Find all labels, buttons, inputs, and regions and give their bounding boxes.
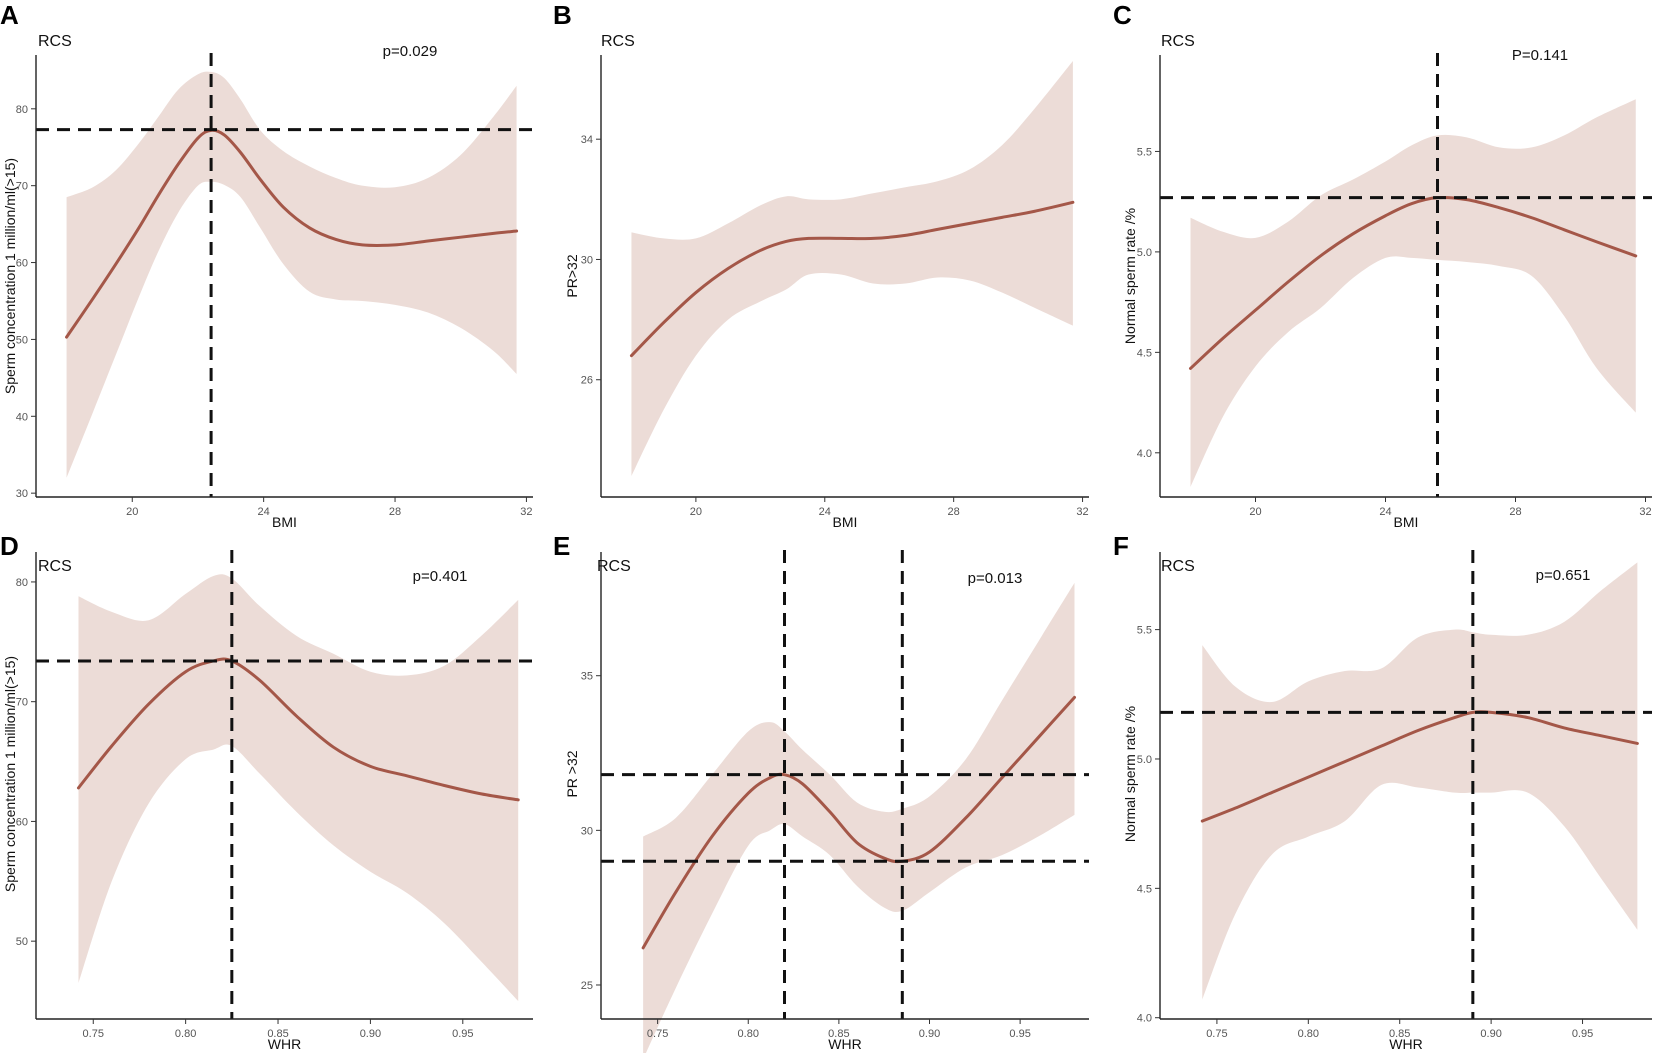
x-tick-label-e-1: 0.80 [738,1028,759,1040]
method-label-a: RCS [38,33,72,50]
fit-line-f [1200,710,1639,823]
x-axis-title-c: BMI [1394,514,1419,530]
y-tick-label-e-1: 30 [581,825,593,837]
y-tick-label-a-0: 30 [16,488,28,500]
method-label-d: RCS [38,558,72,575]
x-axis-title-b: BMI [833,514,858,530]
x-tick-label-b-0: 20 [690,506,702,518]
y-tick-label-d-3: 80 [16,577,28,589]
x-tick-label-b-3: 32 [1076,506,1088,518]
y-tick-label-b-0: 26 [581,375,593,387]
y-tick-label-f-3: 5.5 [1137,625,1152,637]
y-axis-title-b: PR>32 [564,254,580,297]
fit-line-e [641,695,1076,950]
confidence-band-c [1190,99,1636,487]
method-label-e: RCS [597,558,631,575]
y-tick-label-f-0: 4.0 [1137,1013,1152,1025]
fit-line-b [629,200,1075,358]
panel-e: 0.75 0.80 0.85 0.90 0.95 25 30 35 WHR PR >32 E RCS p… [553,531,1089,1053]
p-value-f: p=0.651 [1536,567,1591,584]
x-axis-title-e: WHR [828,1036,861,1052]
p-value-e: p=0.013 [968,570,1023,587]
panel-letter-c: C [1113,0,1132,30]
y-tick-label-e-2: 35 [581,671,593,683]
x-tick-label-b-2: 28 [948,506,960,518]
y-tick-label-c-3: 5.5 [1137,146,1152,158]
x-tick-label-f-0: 0.75 [1206,1028,1227,1040]
x-tick-label-d-1: 0.80 [175,1028,196,1040]
p-value-c: P=0.141 [1512,47,1568,64]
y-tick-label-b-1: 30 [581,254,593,266]
fit-line-d [76,657,520,802]
x-tick-label-f-2: 0.85 [1389,1028,1410,1040]
y-tick-label-f-1: 4.5 [1137,883,1152,895]
y-tick-label-a-4: 70 [16,181,28,193]
y-axis-title-a: Sperm concentration 1 million/ml(>15) [2,158,18,394]
x-tick-label-c-0: 20 [1249,506,1261,518]
x-tick-label-e-4: 0.95 [1009,1028,1030,1040]
y-tick-label-a-5: 80 [16,104,28,116]
x-axis-title-a: BMI [272,514,297,530]
panel-letter-b: B [553,0,572,30]
x-tick-label-d-4: 0.95 [452,1028,473,1040]
x-tick-label-f-4: 0.95 [1572,1028,1593,1040]
method-label-b: RCS [601,33,635,50]
x-tick-label-b-1: 24 [819,506,831,518]
y-tick-label-f-2: 5.0 [1137,754,1152,766]
y-tick-label-a-2: 50 [16,334,28,346]
y-tick-label-d-2: 70 [16,697,28,709]
p-value-d: p=0.401 [413,568,468,585]
panel-c: 20 24 28 32 4.0 4.5 5.0 5.5 BMI Normal sperm rate… [1113,0,1652,530]
fit-line-c [1189,195,1638,370]
method-label-c: RCS [1161,33,1195,50]
x-tick-label-c-3: 32 [1639,506,1651,518]
x-tick-label-d-3: 0.90 [360,1028,381,1040]
panel-a: 20 24 28 32 30 40 50 60 70 80 BMI Sperm concentrati… [0,0,533,530]
x-axis-title-f: WHR [1389,1036,1422,1052]
y-tick-label-b-2: 34 [581,134,593,146]
x-tick-label-a-2: 28 [389,506,401,518]
x-tick-label-c-1: 24 [1379,506,1391,518]
y-axis-title-d: Sperm concentration 1 million/ml(>15) [2,656,18,892]
method-label-f: RCS [1161,558,1195,575]
x-tick-label-a-1: 24 [258,506,270,518]
x-tick-label-d-2: 0.85 [267,1028,288,1040]
x-tick-label-e-0: 0.75 [647,1028,668,1040]
panel-letter-e: E [553,531,570,561]
x-tick-label-a-3: 32 [520,506,532,518]
fit-line-a [65,128,519,339]
y-tick-label-d-0: 50 [16,936,28,948]
y-tick-label-c-1: 4.5 [1137,347,1152,359]
x-tick-label-e-2: 0.85 [828,1028,849,1040]
panel-b: 20 24 28 32 26 30 34 BMI PR>32 B RCS [553,0,1089,530]
confidence-band-f [1202,562,1638,1000]
x-axis-title-d: WHR [268,1036,301,1052]
x-tick-label-f-1: 0.80 [1298,1028,1319,1040]
x-tick-label-d-0: 0.75 [83,1028,104,1040]
confidence-band-e [643,582,1075,1053]
x-tick-label-a-0: 20 [126,506,138,518]
panel-f: 0.75 0.80 0.85 0.90 0.95 4.0 4.5 5.0 5.5 WHR Norma… [1113,531,1652,1052]
y-tick-label-c-2: 5.0 [1137,247,1152,259]
y-axis-title-e: PR >32 [564,750,580,797]
x-tick-label-f-3: 0.90 [1480,1028,1501,1040]
confidence-band-d [78,574,519,1002]
y-axis-title-f: Normal sperm rate /% [1122,706,1138,842]
y-axis-title-c: Normal sperm rate /% [1122,208,1138,344]
p-value-a: p=0.029 [383,43,438,60]
panel-letter-d: D [0,531,19,561]
y-tick-label-d-1: 60 [16,816,28,828]
panel-letter-f: F [1113,531,1129,561]
confidence-band-a [66,71,517,478]
x-tick-label-e-3: 0.90 [919,1028,940,1040]
panel-letter-a: A [0,0,19,30]
y-tick-label-c-0: 4.0 [1137,448,1152,460]
y-tick-label-e-0: 25 [581,980,593,992]
y-tick-label-a-1: 40 [16,411,28,423]
x-tick-label-c-2: 28 [1509,506,1521,518]
panel-d: 0.75 0.80 0.85 0.90 0.95 50 60 70 80 WHR Sperm con… [0,531,533,1052]
y-tick-label-a-3: 60 [16,258,28,270]
confidence-band-b [631,61,1073,476]
